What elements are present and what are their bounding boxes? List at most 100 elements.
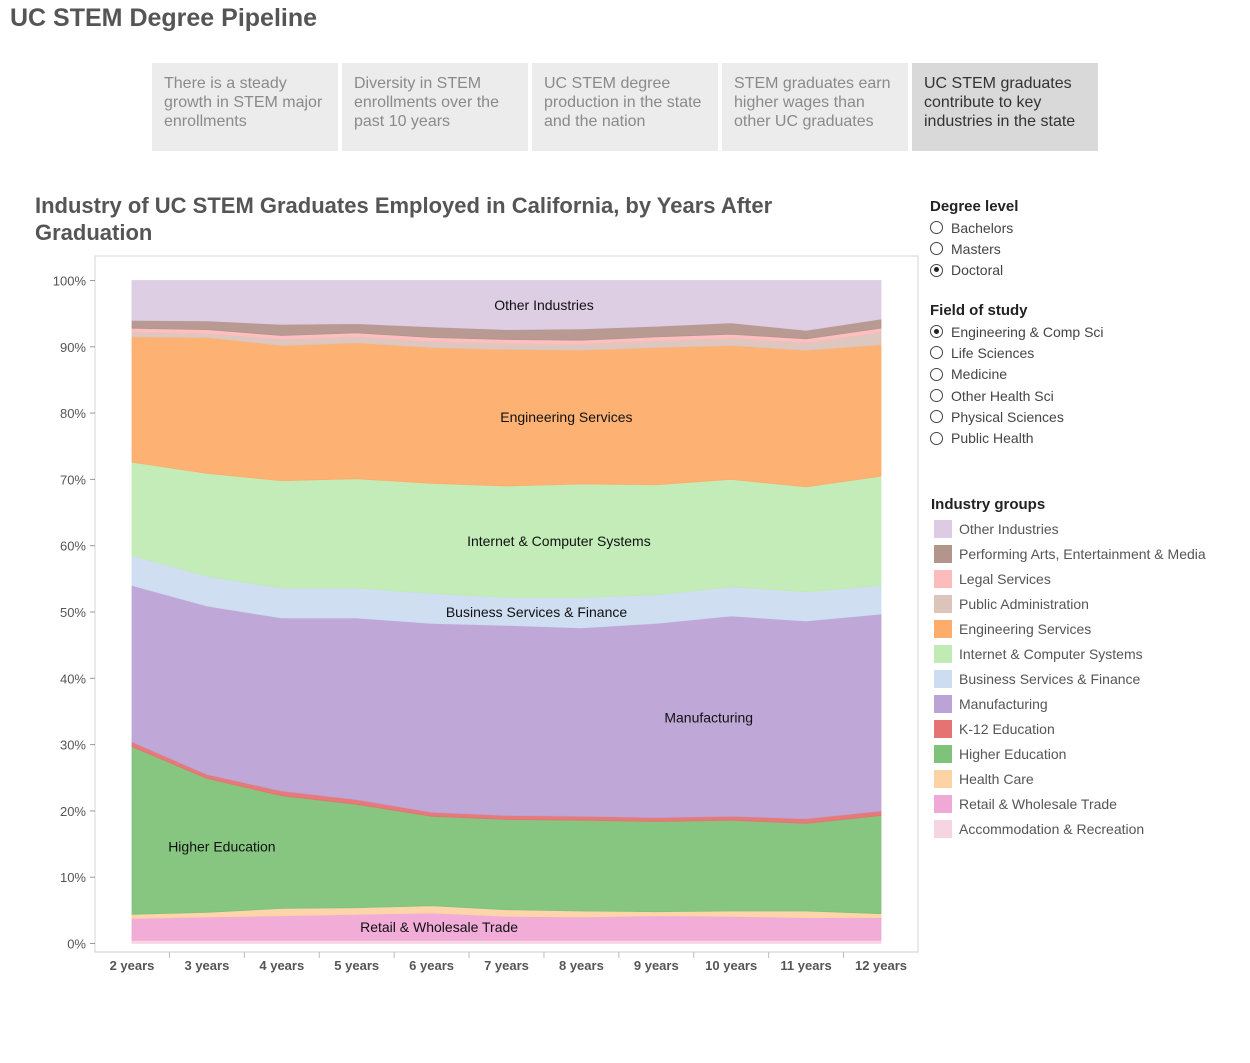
legend-label: Retail & Wholesale Trade (959, 795, 1117, 812)
tab-diversity[interactable]: Diversity in STEM enrollments over the p… (342, 63, 528, 151)
x-tick-label: 6 years (409, 958, 454, 973)
field-option-other-health[interactable]: Other Health Sci (930, 385, 1104, 406)
radio-icon (930, 389, 943, 403)
y-tick-label: 60% (60, 539, 86, 554)
x-tick-label: 5 years (334, 958, 379, 973)
legend-label: Health Care (959, 770, 1034, 787)
radio-icon (930, 431, 943, 445)
radio-selected-icon (930, 325, 943, 339)
option-label: Medicine (951, 366, 1008, 383)
area-label-higher-education: Higher Education (168, 839, 275, 855)
x-tick-label: 4 years (259, 958, 304, 973)
legend-swatch (934, 569, 952, 588)
x-tick-label: 9 years (634, 958, 679, 973)
option-label: Physical Sciences (951, 408, 1064, 425)
area-label-engineering-services: Engineering Services (500, 409, 632, 425)
option-label: Doctoral (951, 262, 1004, 279)
y-tick-label: 0% (67, 937, 86, 952)
x-tick-label: 3 years (184, 958, 229, 973)
legend-swatch (934, 619, 952, 638)
legend-item[interactable]: Public Administration (930, 591, 1206, 616)
chart-title: Industry of UC STEM Graduates Employed i… (35, 193, 773, 245)
field-option-medicine[interactable]: Medicine (930, 364, 1104, 385)
option-label: Public Health (951, 430, 1034, 447)
radio-selected-icon (930, 263, 943, 277)
field-option-physical-sciences[interactable]: Physical Sciences (930, 406, 1104, 427)
legend-label: Manufacturing (959, 695, 1048, 712)
y-tick-label: 90% (60, 340, 86, 355)
y-tick-label: 80% (60, 406, 86, 421)
legend-item[interactable]: Internet & Computer Systems (930, 641, 1206, 666)
legend-label: Engineering Services (959, 620, 1092, 637)
legend-item[interactable]: Health Care (930, 766, 1206, 791)
legend-swatch (934, 719, 952, 738)
legend-label: Accommodation & Recreation (959, 820, 1145, 837)
legend-label: Other Industries (959, 520, 1059, 537)
x-tick-label: 7 years (484, 958, 529, 973)
y-tick-label: 20% (60, 804, 86, 819)
legend-label: Performing Arts, Entertainment & Media (959, 545, 1206, 562)
story-tabs: There is a steady growth in STEM major e… (152, 63, 1102, 151)
field-option-public-health[interactable]: Public Health (930, 427, 1104, 448)
x-tick-label: 2 years (110, 958, 155, 973)
tab-degree-production[interactable]: UC STEM degree production in the state a… (532, 63, 718, 151)
tab-enrollment-growth[interactable]: There is a steady growth in STEM major e… (152, 63, 338, 151)
degree-level-filter: Degree level Bachelors Masters Doctoral (930, 198, 1018, 281)
legend-item[interactable]: Manufacturing (930, 691, 1206, 716)
legend-item[interactable]: Retail & Wholesale Trade (930, 791, 1206, 816)
radio-icon (930, 346, 943, 360)
legend-swatch (934, 594, 952, 613)
legend-label: K-12 Education (959, 720, 1055, 737)
field-of-study-title: Field of study (930, 302, 1028, 319)
area-other-industries (131, 280, 882, 331)
tab-key-industries[interactable]: UC STEM graduates contribute to key indu… (912, 63, 1098, 151)
radio-icon (930, 410, 943, 424)
y-tick-label: 100% (53, 274, 87, 289)
x-tick-label: 12 years (855, 958, 907, 973)
y-tick-label: 10% (60, 870, 86, 885)
legend-items: Other Industries Performing Arts, Enterta… (930, 516, 1206, 841)
option-label: Engineering & Comp Sci (951, 323, 1104, 340)
page-title: UC STEM Degree Pipeline (10, 4, 318, 32)
legend-title: Industry groups (931, 496, 1046, 513)
legend-swatch (934, 519, 952, 538)
legend-swatch (934, 794, 952, 813)
field-option-life-sciences[interactable]: Life Sciences (930, 342, 1104, 363)
option-label: Masters (951, 240, 1001, 257)
option-label: Bachelors (951, 219, 1014, 236)
degree-level-title: Degree level (930, 198, 1019, 215)
legend-item[interactable]: Higher Education (930, 741, 1206, 766)
legend-item[interactable]: K-12 Education (930, 716, 1206, 741)
legend-item[interactable]: Business Services & Finance (930, 666, 1206, 691)
degree-option-masters[interactable]: Masters (930, 238, 1018, 259)
legend-item[interactable]: Performing Arts, Entertainment & Media (930, 541, 1206, 566)
legend-label: Business Services & Finance (959, 670, 1141, 687)
degree-option-bachelors[interactable]: Bachelors (930, 217, 1018, 238)
legend-label: Legal Services (959, 570, 1051, 587)
legend-item[interactable]: Legal Services (930, 566, 1206, 591)
option-label: Other Health Sci (951, 387, 1054, 404)
x-tick-label: 8 years (559, 958, 604, 973)
field-option-engineering[interactable]: Engineering & Comp Sci (930, 321, 1104, 342)
y-tick-label: 70% (60, 472, 86, 487)
legend-item[interactable]: Accommodation & Recreation (930, 816, 1206, 841)
x-tick-label: 10 years (705, 958, 757, 973)
area-label-manufacturing: Manufacturing (664, 709, 753, 725)
x-tick-label: 11 years (780, 958, 831, 973)
tab-wages[interactable]: STEM graduates earn higher wages than ot… (722, 63, 908, 151)
legend-item[interactable]: Other Industries (930, 516, 1206, 541)
area-label-business-services-finance: Business Services & Finance (446, 604, 628, 620)
legend-swatch (934, 819, 952, 838)
legend-swatch (934, 644, 952, 663)
radio-icon (930, 367, 943, 381)
area-accommodation-recreation (131, 939, 882, 944)
radio-icon (930, 242, 943, 256)
y-tick-label: 30% (60, 738, 86, 753)
field-of-study-filter: Field of study Engineering & Comp Sci Li… (930, 302, 1104, 449)
area-label-retail-wholesale-trade: Retail & Wholesale Trade (360, 919, 518, 935)
legend-swatch (934, 544, 952, 563)
radio-icon (930, 221, 943, 235)
area-label-other-industries: Other Industries (494, 297, 594, 313)
legend-item[interactable]: Engineering Services (930, 616, 1206, 641)
degree-option-doctoral[interactable]: Doctoral (930, 260, 1018, 281)
